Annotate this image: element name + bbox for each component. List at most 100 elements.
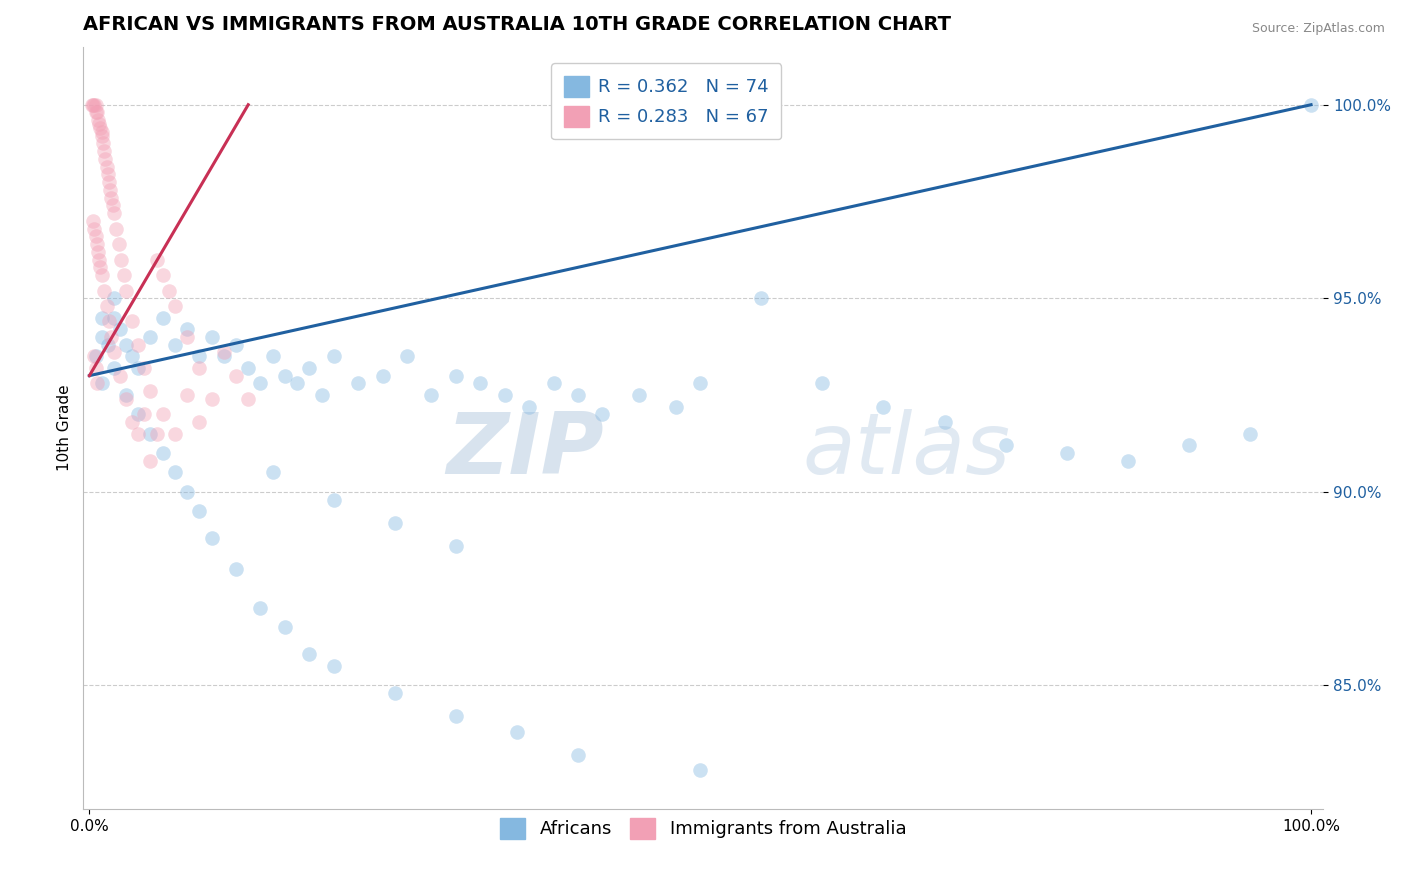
Point <box>103 291 125 305</box>
Point <box>262 349 284 363</box>
Point <box>84 97 107 112</box>
Point <box>82 97 104 112</box>
Point <box>200 392 222 406</box>
Point <box>84 360 107 375</box>
Point <box>89 252 111 267</box>
Point <box>121 314 143 328</box>
Point <box>322 659 344 673</box>
Text: Source: ZipAtlas.com: Source: ZipAtlas.com <box>1251 22 1385 36</box>
Point <box>139 454 162 468</box>
Point <box>82 214 104 228</box>
Point <box>86 105 108 120</box>
Point <box>84 349 107 363</box>
Point <box>139 384 162 398</box>
Point <box>934 415 956 429</box>
Point <box>97 314 120 328</box>
Point <box>90 330 112 344</box>
Point <box>90 128 112 143</box>
Point <box>567 747 589 762</box>
Point <box>188 504 211 518</box>
Point <box>94 152 117 166</box>
Point <box>517 400 540 414</box>
Point <box>994 438 1017 452</box>
Y-axis label: 10th Grade: 10th Grade <box>58 384 72 471</box>
Point <box>157 284 180 298</box>
Point <box>238 360 260 375</box>
Point <box>89 260 111 275</box>
Point <box>145 252 167 267</box>
Point <box>1116 454 1139 468</box>
Text: ZIP: ZIP <box>447 409 605 492</box>
Point <box>444 539 467 553</box>
Point <box>249 600 271 615</box>
Point <box>494 388 516 402</box>
Point <box>322 492 344 507</box>
Point <box>91 136 114 151</box>
Text: atlas: atlas <box>803 409 1011 492</box>
Point <box>134 408 156 422</box>
Point <box>87 113 110 128</box>
Point <box>420 388 443 402</box>
Point <box>103 360 125 375</box>
Point <box>152 446 174 460</box>
Point <box>103 310 125 325</box>
Point <box>145 426 167 441</box>
Point <box>188 349 211 363</box>
Point <box>163 426 186 441</box>
Point <box>1299 97 1322 112</box>
Point <box>249 376 271 391</box>
Point <box>115 284 138 298</box>
Point <box>311 388 333 402</box>
Point <box>90 125 112 139</box>
Point <box>444 368 467 383</box>
Point <box>298 648 321 662</box>
Point <box>225 368 247 383</box>
Point <box>212 345 235 359</box>
Point <box>506 724 529 739</box>
Point <box>90 268 112 282</box>
Point <box>176 322 198 336</box>
Point <box>83 221 105 235</box>
Point <box>97 175 120 189</box>
Point <box>274 368 297 383</box>
Point <box>200 330 222 344</box>
Point <box>115 388 138 402</box>
Point <box>90 376 112 391</box>
Point <box>98 183 121 197</box>
Point <box>689 376 711 391</box>
Point <box>100 330 122 344</box>
Point <box>238 392 260 406</box>
Point <box>97 337 120 351</box>
Point <box>163 466 186 480</box>
Point <box>115 392 138 406</box>
Point <box>152 310 174 325</box>
Point <box>84 229 107 244</box>
Point <box>80 97 103 112</box>
Point <box>665 400 688 414</box>
Point <box>127 360 149 375</box>
Point <box>108 322 131 336</box>
Point <box>395 349 418 363</box>
Point <box>103 206 125 220</box>
Point <box>90 310 112 325</box>
Point <box>89 120 111 135</box>
Point <box>384 516 406 530</box>
Point <box>1239 426 1261 441</box>
Point <box>93 144 115 158</box>
Point <box>225 337 247 351</box>
Point <box>127 408 149 422</box>
Point <box>121 349 143 363</box>
Point <box>134 360 156 375</box>
Point <box>298 360 321 375</box>
Point <box>274 620 297 634</box>
Point <box>87 244 110 259</box>
Point <box>163 299 186 313</box>
Point <box>567 388 589 402</box>
Point <box>176 388 198 402</box>
Point <box>100 191 122 205</box>
Point <box>96 160 118 174</box>
Point <box>84 105 107 120</box>
Text: AFRICAN VS IMMIGRANTS FROM AUSTRALIA 10TH GRADE CORRELATION CHART: AFRICAN VS IMMIGRANTS FROM AUSTRALIA 10T… <box>83 15 952 34</box>
Point <box>83 97 105 112</box>
Point <box>152 408 174 422</box>
